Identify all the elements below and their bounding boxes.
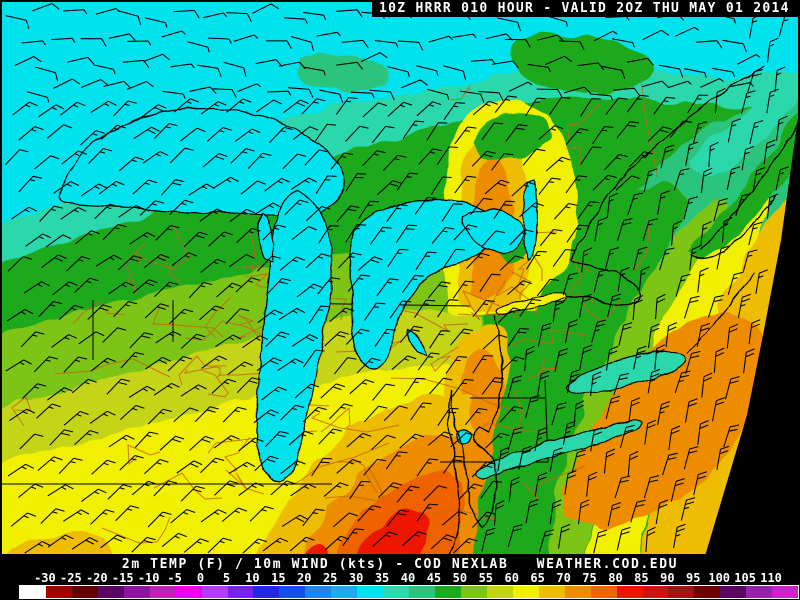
colorbar-segment [123, 586, 150, 598]
state-border-line [440, 379, 549, 463]
wind-barb-field [4, 0, 794, 554]
colorbar-segment [720, 586, 747, 598]
coastline [687, 271, 756, 353]
colorbar-segment [409, 586, 435, 598]
colorbar-tick-label: 60 [504, 571, 519, 585]
colorbar-segment [45, 586, 72, 598]
colorbar-segment [694, 586, 721, 598]
lake-huron [350, 198, 498, 371]
colorbar-tick-label: 85 [634, 571, 649, 585]
colorbar-tick-label: 50 [452, 571, 468, 585]
colorbar-tick-label: 45 [426, 571, 442, 585]
colorbar-segment [486, 586, 513, 598]
colorbar-segment [279, 586, 306, 598]
temp-region-gulfstream-orange [560, 312, 768, 527]
colorbar-tick-label: -25 [60, 571, 82, 585]
colorbar-segment [538, 586, 565, 598]
colorbar-tick-label: 20 [297, 571, 312, 585]
colorbar-tick-label: 10 [245, 571, 260, 585]
georgian-bay [461, 209, 525, 254]
temp-region-carolina-red-patch [303, 547, 332, 556]
colorbar-tick-label: 40 [400, 571, 416, 585]
lake-champlain [523, 179, 538, 262]
colorbar-tick-label: 25 [322, 571, 338, 585]
colorbar-segment [616, 586, 643, 598]
colorbar-tick-label: -10 [137, 571, 160, 585]
colorbar-segment [642, 586, 669, 598]
colorbar-segment [383, 586, 410, 598]
footer: 2m TEMP (F) / 10m WIND (kts) - COD NEXLA… [0, 556, 800, 600]
colorbar-tick-label: 70 [556, 571, 571, 585]
lake-superior [59, 107, 346, 218]
wind-barbs [4, 0, 794, 554]
colorbar-segment [590, 586, 617, 598]
temp-region-ontario-green-blob [510, 35, 652, 93]
colorbar-tick-label: 15 [271, 571, 286, 585]
colorbar-segment [512, 586, 539, 598]
colorbar-tick-label: 95 [686, 571, 701, 585]
great-lakes [59, 107, 688, 483]
colorbar-tick-label: 35 [374, 571, 390, 585]
forecast-map [0, 0, 800, 556]
colorbar-tick-label: -15 [111, 571, 134, 585]
colorbar-tick-label: 5 [222, 571, 231, 585]
colorbar-tick-label: 110 [760, 571, 782, 585]
colorbar-segment [20, 586, 46, 598]
colorbar-segment [71, 586, 98, 598]
temperature-colorbar [19, 585, 799, 599]
colorbar-segment [435, 586, 461, 598]
coastline [689, 194, 776, 260]
colorbar-segment [564, 586, 591, 598]
temp-region-virginia-hot-red [358, 508, 430, 556]
title-text: 10Z HRRR 010 HOUR - VALID 2OZ THU MAY 01… [379, 1, 790, 16]
colorbar-segment [746, 586, 773, 598]
colorbar-tick-label: 65 [530, 571, 545, 585]
temp-region-adirondack-green [472, 113, 549, 160]
colorbar-tick-label: 30 [348, 571, 364, 585]
coastline [446, 389, 461, 556]
colorbar-segment [357, 586, 384, 598]
colorbar-segment [460, 586, 487, 598]
coastline [644, 65, 766, 159]
colorbar-ticks: -30 -25 -20 -15 -10 -5 0 5 10 15 20 25 30 35 40 45 50 55 6… [0, 571, 800, 585]
colorbar-tick-label: -30 [34, 571, 56, 585]
colorbar-segment [149, 586, 176, 598]
coastline [450, 315, 503, 528]
colorbar-tick-label: -5 [167, 571, 182, 585]
colorbar-tick-label: 0 [196, 571, 205, 585]
colorbar-tick-label: 75 [582, 571, 597, 585]
temp-region-nova-scotia-land [688, 112, 800, 262]
coastline [699, 121, 800, 251]
colorbar-segment [175, 586, 202, 598]
offgrid-wedge [705, 103, 800, 556]
colorbar-tick-label: 90 [660, 571, 675, 585]
colorbar-segment [305, 586, 332, 598]
colorbar-segment [253, 586, 280, 598]
colorbar-segment [331, 586, 358, 598]
colorbar-tick-label: 80 [608, 571, 623, 585]
lake-michigan [256, 189, 333, 483]
colorbar-segment [227, 586, 254, 598]
temp-region-quebec-teal-patch [298, 54, 387, 93]
map-caption: 2m TEMP (F) / 10m WIND (kts) - COD NEXLA… [121, 557, 679, 572]
title-bar: 10Z HRRR 010 HOUR - VALID 2OZ THU MAY 01… [372, 0, 800, 17]
temp-region-fundy-teal [690, 91, 794, 177]
colorbar-segment [668, 586, 695, 598]
map-canvas [0, 0, 800, 556]
colorbar-tick-label: -20 [85, 571, 108, 585]
colorbar-segment [97, 586, 124, 598]
domain-edge-mask [705, 103, 800, 556]
colorbar-tick-label: 105 [734, 571, 756, 585]
colorbar-segment [201, 586, 228, 598]
colorbar-tick-label: 100 [708, 571, 731, 585]
colorbar-segment [772, 586, 799, 598]
colorbar-tick-label: 55 [478, 571, 494, 585]
saginaw-bay [406, 329, 429, 358]
